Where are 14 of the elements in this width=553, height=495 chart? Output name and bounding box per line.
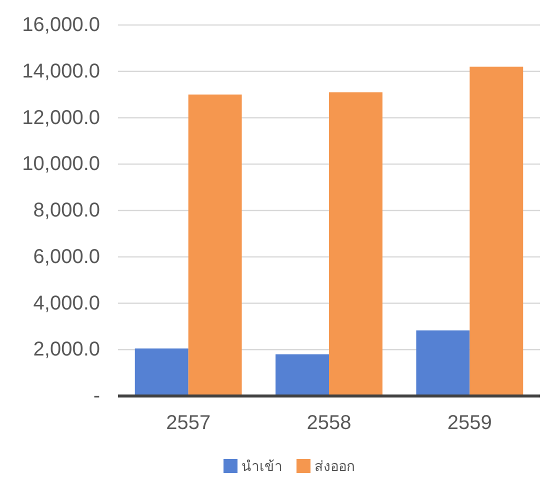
y-tick-label: 2,000.0	[33, 338, 100, 361]
legend-label: นำเข้า	[242, 458, 282, 474]
y-tick-label: 8,000.0	[33, 200, 100, 222]
y-tick-label: 12,000.0	[22, 106, 100, 129]
x-tick-label: 2559	[447, 412, 492, 434]
y-tick-label: -	[93, 385, 100, 407]
x-tick-label: 2557	[166, 412, 211, 434]
legend-label: ส่งออก	[314, 458, 354, 474]
y-tick-label: 16,000.0	[22, 14, 100, 36]
x-tick-label: 2558	[306, 412, 352, 434]
y-tick-label: 4,000.0	[33, 292, 100, 314]
y-tick-label: 6,000.0	[33, 246, 100, 268]
y-tick-label: 10,000.0	[22, 153, 100, 176]
y-tick-label: 14,000.0	[22, 60, 100, 82]
